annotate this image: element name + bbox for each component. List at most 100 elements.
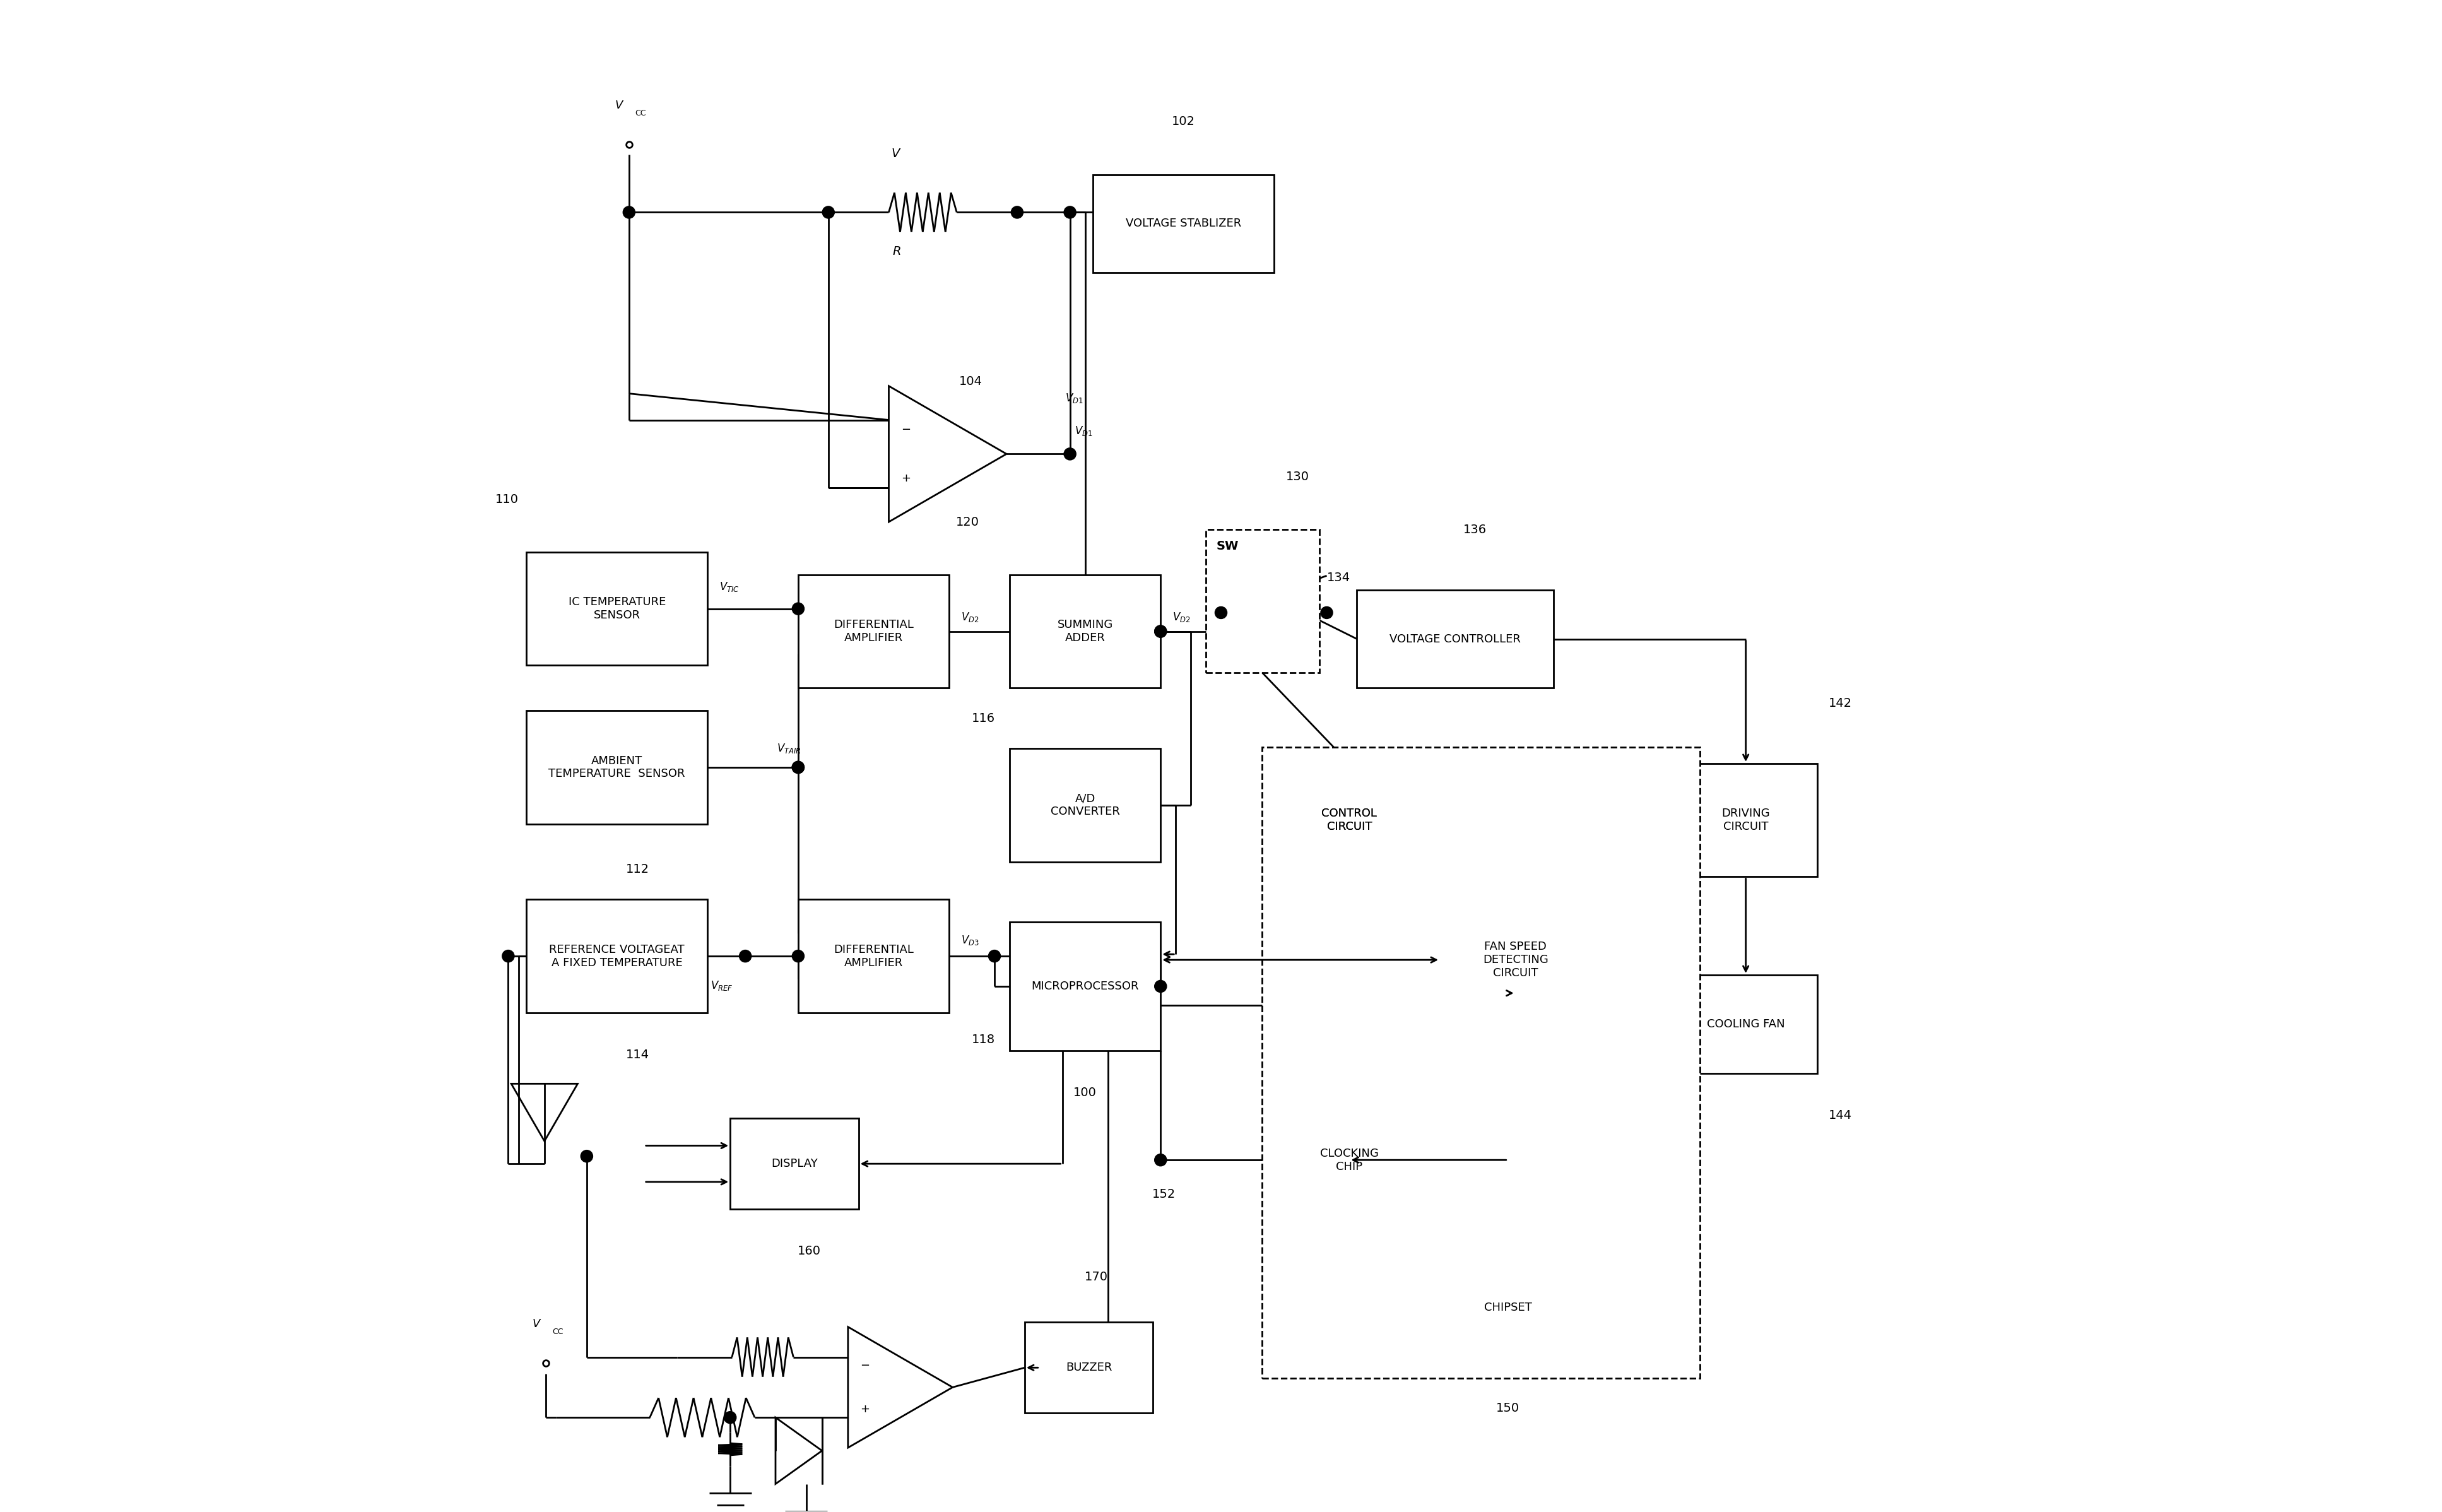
Text: 120: 120 xyxy=(955,516,979,528)
Circle shape xyxy=(1011,206,1023,218)
FancyBboxPatch shape xyxy=(1026,1323,1153,1412)
FancyBboxPatch shape xyxy=(1206,529,1319,673)
FancyBboxPatch shape xyxy=(527,900,708,1013)
Circle shape xyxy=(1065,206,1077,218)
Text: CONTROL
CIRCUIT: CONTROL CIRCUIT xyxy=(1321,807,1377,833)
Text: 112: 112 xyxy=(625,863,650,875)
Text: VOLTAGE STABLIZER: VOLTAGE STABLIZER xyxy=(1126,218,1241,230)
Text: BUZZER: BUZZER xyxy=(1065,1362,1111,1373)
Circle shape xyxy=(1155,626,1167,638)
Text: 104: 104 xyxy=(960,375,982,387)
Text: REFERENCE VOLTAGEAT
A FIXED TEMPERATURE: REFERENCE VOLTAGEAT A FIXED TEMPERATURE xyxy=(549,943,684,968)
FancyBboxPatch shape xyxy=(1675,764,1817,877)
Text: $V$: $V$ xyxy=(615,100,625,110)
FancyBboxPatch shape xyxy=(1263,747,1700,1379)
FancyBboxPatch shape xyxy=(1441,1255,1575,1361)
Text: FAN SPEED
DETECTING
CIRCUIT: FAN SPEED DETECTING CIRCUIT xyxy=(1482,940,1548,978)
Text: MICROPROCESSOR: MICROPROCESSOR xyxy=(1031,981,1138,992)
Text: AMBIENT
TEMPERATURE  SENSOR: AMBIENT TEMPERATURE SENSOR xyxy=(549,754,686,780)
Text: 134: 134 xyxy=(1326,572,1350,584)
Circle shape xyxy=(1321,606,1333,618)
Text: DIFFERENTIAL
AMPLIFIER: DIFFERENTIAL AMPLIFIER xyxy=(833,618,913,644)
Circle shape xyxy=(740,950,752,962)
Text: SM BUS: SM BUS xyxy=(1516,1222,1565,1234)
Text: DISPLAY: DISPLAY xyxy=(772,1158,818,1169)
Text: $V$: $V$ xyxy=(532,1318,542,1331)
Text: DIFFERENTIAL
AMPLIFIER: DIFFERENTIAL AMPLIFIER xyxy=(833,943,913,968)
Circle shape xyxy=(623,206,635,218)
Text: 160: 160 xyxy=(799,1246,821,1258)
Text: $V_{TAIR}$: $V_{TAIR}$ xyxy=(777,742,801,754)
Circle shape xyxy=(503,950,515,962)
Text: $V_{REF}$: $V_{REF}$ xyxy=(711,980,733,992)
Text: 142: 142 xyxy=(1829,697,1851,709)
Text: CC: CC xyxy=(635,109,647,116)
Circle shape xyxy=(725,1411,735,1423)
FancyBboxPatch shape xyxy=(799,900,950,1013)
Circle shape xyxy=(581,1151,593,1163)
Circle shape xyxy=(823,206,835,218)
FancyBboxPatch shape xyxy=(1441,877,1592,1043)
Circle shape xyxy=(791,761,803,773)
Text: 102: 102 xyxy=(1172,116,1194,127)
Circle shape xyxy=(989,950,1001,962)
FancyBboxPatch shape xyxy=(1282,1104,1416,1217)
FancyBboxPatch shape xyxy=(1358,590,1553,688)
Circle shape xyxy=(791,950,803,962)
FancyBboxPatch shape xyxy=(1009,748,1160,862)
FancyBboxPatch shape xyxy=(527,711,708,824)
Text: $V_{D2}$: $V_{D2}$ xyxy=(962,611,979,623)
Circle shape xyxy=(1155,626,1167,638)
Text: 110: 110 xyxy=(496,493,518,505)
Text: $V_{D1}$: $V_{D1}$ xyxy=(1065,392,1084,404)
Circle shape xyxy=(1216,606,1226,618)
Text: −: − xyxy=(901,423,911,435)
Text: VOLTAGE CONTROLLER: VOLTAGE CONTROLLER xyxy=(1389,634,1521,644)
FancyBboxPatch shape xyxy=(1282,764,1416,877)
Text: 150: 150 xyxy=(1497,1403,1519,1414)
Text: +: + xyxy=(901,473,911,484)
FancyBboxPatch shape xyxy=(1009,575,1160,688)
FancyBboxPatch shape xyxy=(1282,764,1416,877)
FancyBboxPatch shape xyxy=(730,1119,860,1210)
Circle shape xyxy=(1155,1154,1167,1166)
Text: 144: 144 xyxy=(1829,1110,1851,1122)
Circle shape xyxy=(1065,448,1077,460)
Text: 152: 152 xyxy=(1153,1188,1175,1201)
Text: −: − xyxy=(860,1359,869,1371)
Text: DRIVING
CIRCUIT: DRIVING CIRCUIT xyxy=(1722,807,1770,833)
FancyBboxPatch shape xyxy=(1675,975,1817,1074)
Text: CHIPSET: CHIPSET xyxy=(1485,1302,1531,1312)
Circle shape xyxy=(791,761,803,773)
Text: 170: 170 xyxy=(1084,1272,1109,1284)
FancyBboxPatch shape xyxy=(1092,174,1275,272)
Text: COOLING FAN: COOLING FAN xyxy=(1707,1019,1785,1030)
Text: 114: 114 xyxy=(625,1049,650,1061)
Text: 136: 136 xyxy=(1463,523,1487,535)
Text: A/D
CONVERTER: A/D CONVERTER xyxy=(1050,792,1121,818)
Text: 140: 140 xyxy=(1600,1105,1621,1117)
Circle shape xyxy=(1155,980,1167,992)
Text: SUMMING
ADDER: SUMMING ADDER xyxy=(1057,618,1114,644)
Text: IC TEMPERATURE
SENSOR: IC TEMPERATURE SENSOR xyxy=(569,597,667,621)
Text: $R$: $R$ xyxy=(891,245,901,257)
Text: CC: CC xyxy=(552,1328,564,1337)
Text: 146: 146 xyxy=(1402,1070,1424,1083)
Text: $V_{D2}$: $V_{D2}$ xyxy=(1172,611,1192,623)
Text: +: + xyxy=(860,1403,869,1415)
Text: $V_{D1}$: $V_{D1}$ xyxy=(1074,425,1092,437)
Text: 116: 116 xyxy=(972,712,996,724)
Text: CONTROL
CIRCUIT: CONTROL CIRCUIT xyxy=(1321,807,1377,833)
Text: $V$: $V$ xyxy=(891,148,901,159)
Text: SW: SW xyxy=(1216,540,1238,552)
Text: 130: 130 xyxy=(1287,470,1309,482)
Circle shape xyxy=(791,761,803,773)
Text: $V_{D3}$: $V_{D3}$ xyxy=(962,934,979,947)
Text: 100: 100 xyxy=(1074,1087,1096,1099)
Text: $V_{TIC}$: $V_{TIC}$ xyxy=(720,581,740,593)
FancyBboxPatch shape xyxy=(1009,922,1160,1051)
Circle shape xyxy=(791,603,803,615)
Text: 132: 132 xyxy=(1421,803,1443,815)
FancyBboxPatch shape xyxy=(527,552,708,665)
Text: CLOCKING
CHIP: CLOCKING CHIP xyxy=(1321,1148,1380,1172)
